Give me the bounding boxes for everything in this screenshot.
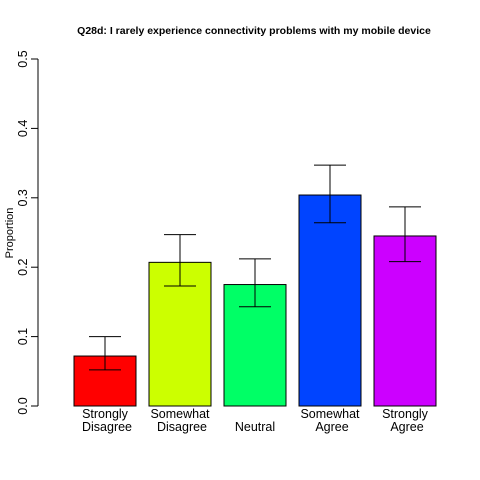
y-tick-label: 0.2 (16, 258, 30, 275)
y-tick-label: 0.4 (16, 120, 30, 137)
category-label-line: Strongly (82, 407, 129, 421)
category-label: Somewhat Agree (300, 407, 360, 434)
category-label-line: Strongly (382, 407, 429, 421)
category-label: Neutral (235, 420, 275, 434)
y-tick-label: 0.0 (16, 397, 30, 414)
category-label-line: Somewhat (150, 407, 210, 421)
chart-title: Q28d: I rarely experience connectivity p… (77, 25, 431, 37)
category-label-line: Disagree (157, 420, 207, 434)
bar (298, 194, 362, 407)
bar (373, 235, 437, 407)
category-label: Strongly Agree (382, 407, 429, 434)
y-tick-label: 0.5 (16, 50, 30, 67)
y-axis: 0.0 0.1 0.2 0.3 0.4 0.5 (16, 50, 39, 415)
category-label-line: Agree (315, 420, 348, 434)
category-label: Somewhat Disagree (150, 407, 210, 434)
category-label: Strongly Disagree (82, 407, 132, 434)
category-label-line: Somewhat (300, 407, 360, 421)
category-label-line: Disagree (82, 420, 132, 434)
y-axis-label: Proportion (4, 208, 16, 259)
category-label-line: Neutral (235, 420, 275, 434)
y-tick-label: 0.1 (16, 328, 30, 345)
y-tick-label: 0.3 (16, 189, 30, 206)
category-label-line: Agree (390, 420, 423, 434)
error-bars-group (89, 164, 421, 371)
